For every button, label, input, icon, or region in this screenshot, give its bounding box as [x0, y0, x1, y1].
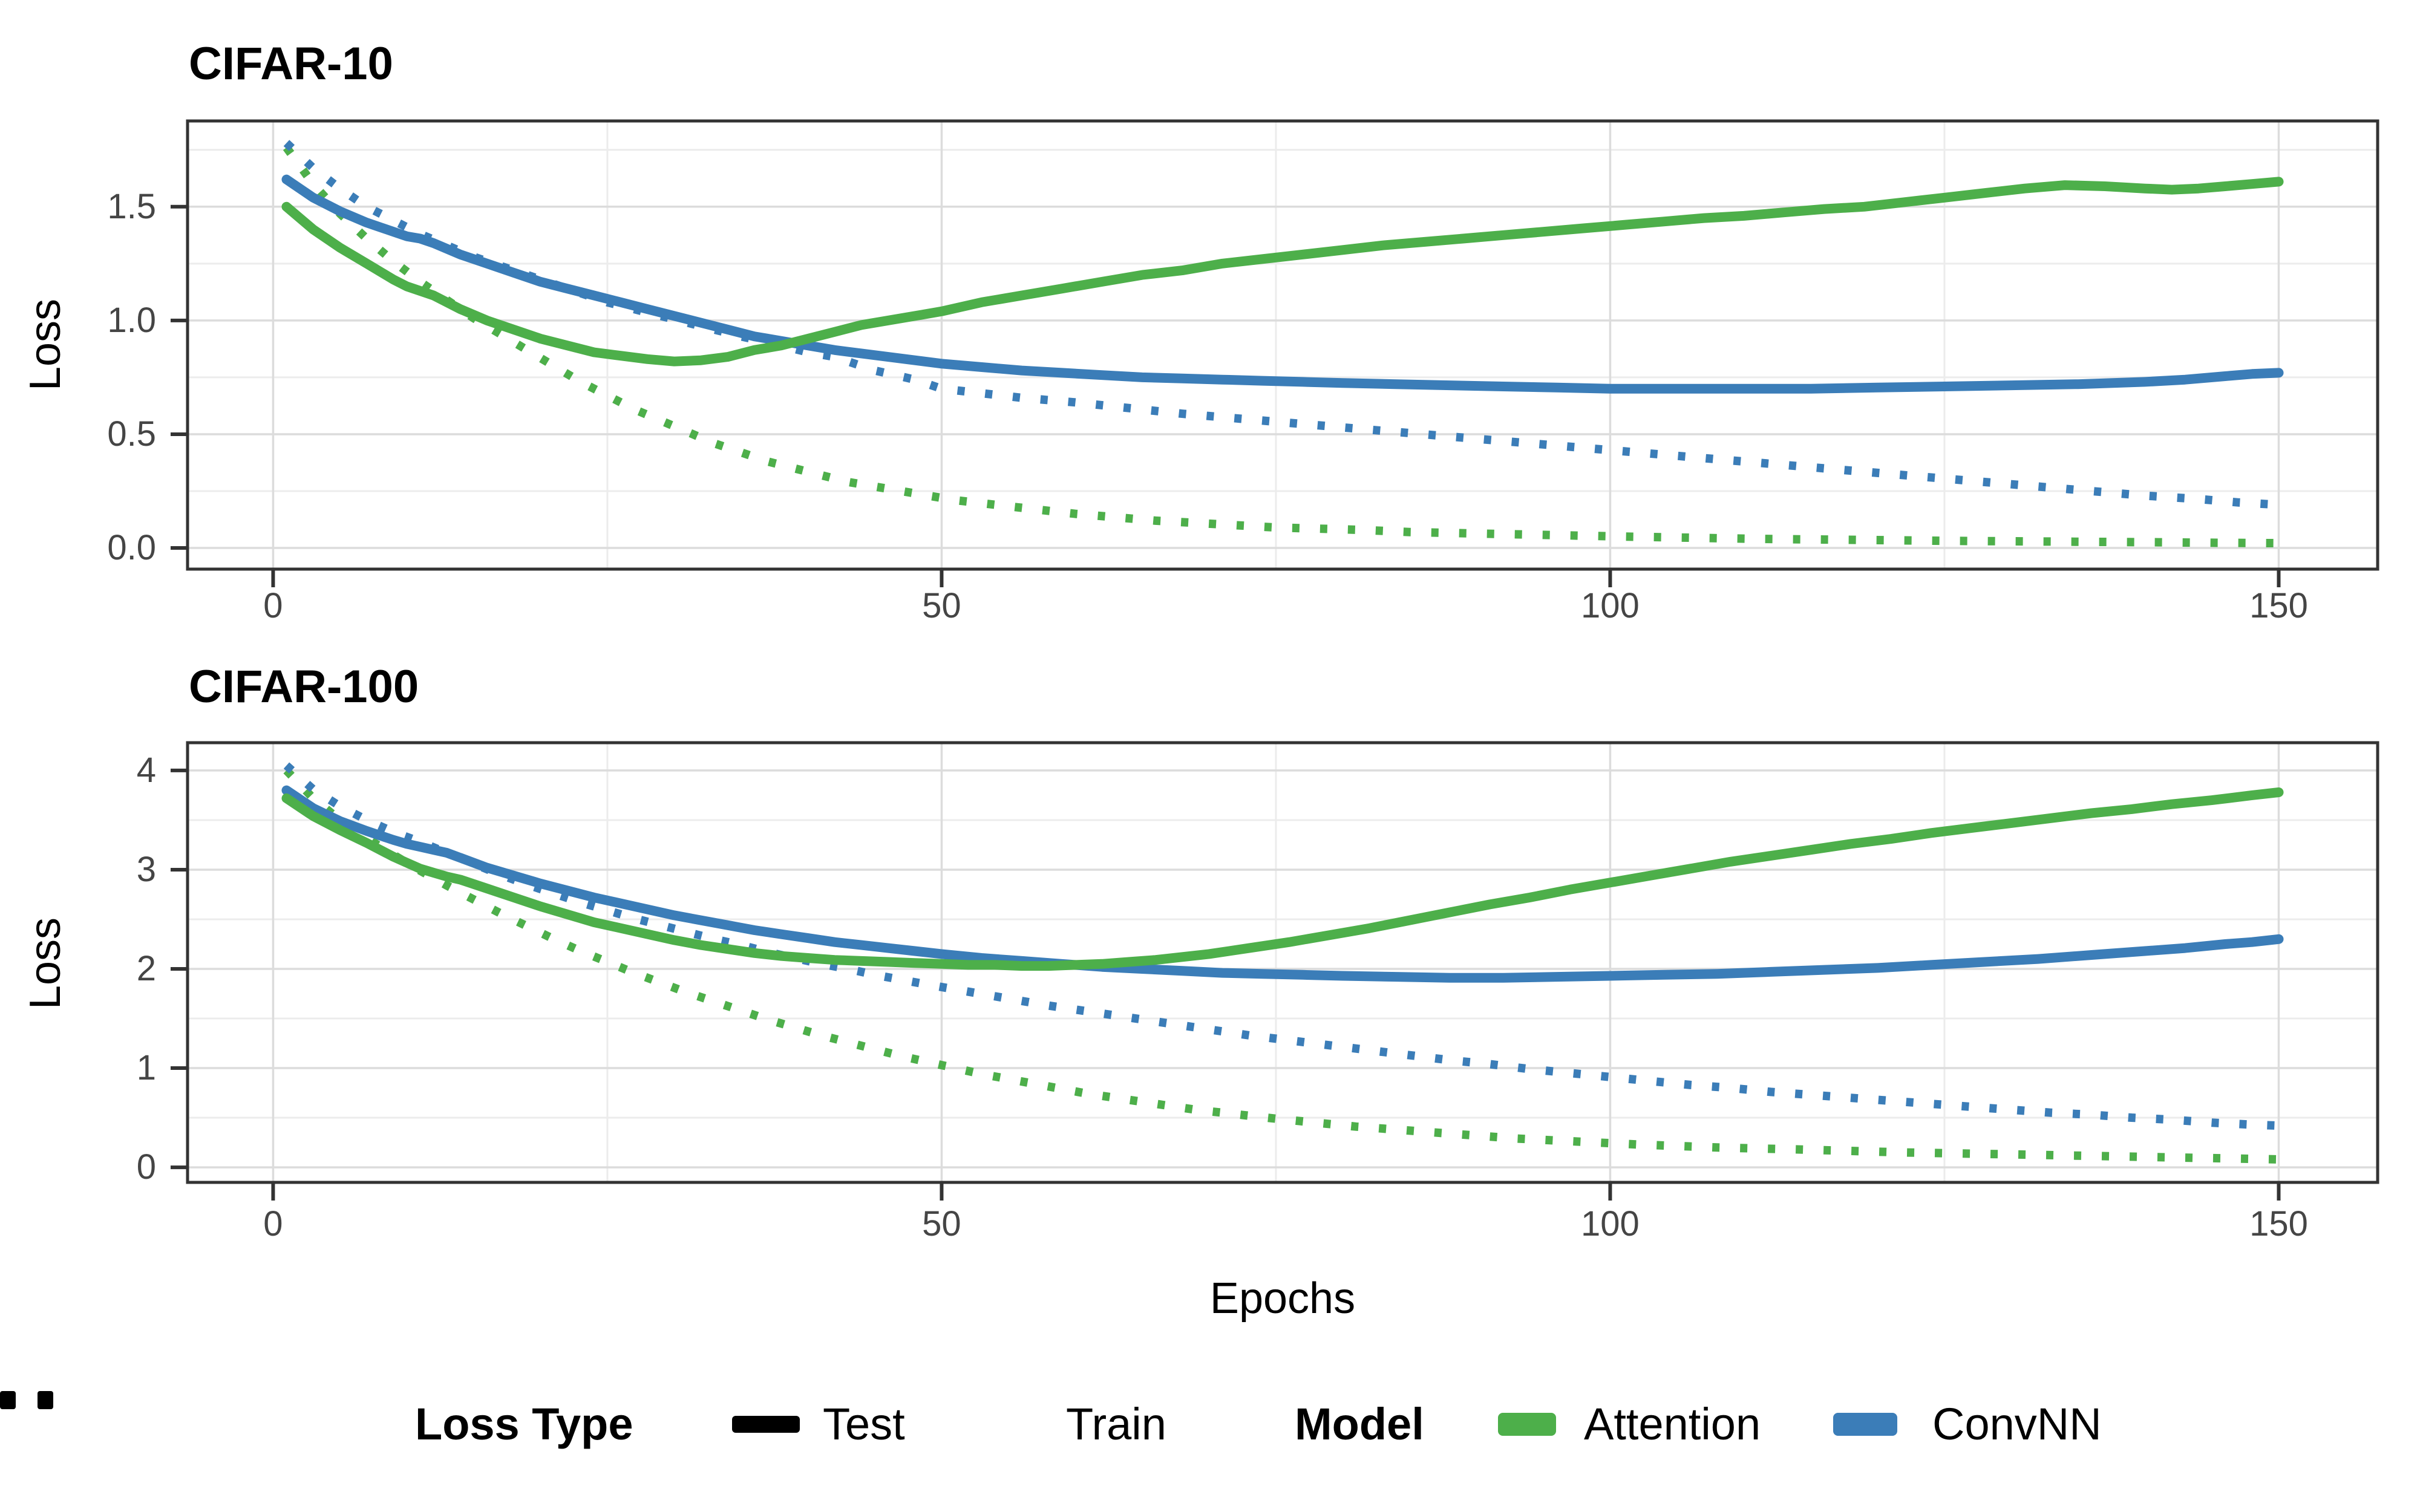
legend-entry-test: Test — [823, 1399, 905, 1449]
x-tick-label-50: 50 — [922, 1204, 961, 1243]
y-tick-label-0.0: 0.0 — [107, 528, 156, 568]
legend: Loss Type Test Train Model Attention Con… — [0, 1391, 2420, 1458]
series-convnn-test — [281, 785, 2284, 983]
y-tick-label-2: 2 — [136, 948, 156, 988]
legend-dot-icon — [0, 1391, 16, 1409]
legend-key-convnn-color-icon — [1833, 1413, 1897, 1436]
x-tick-label-100: 100 — [1581, 1204, 1640, 1243]
panel-border — [186, 741, 2379, 1184]
legend-entry-train: Train — [1066, 1399, 1166, 1449]
y-tick-label-0: 0 — [136, 1147, 156, 1187]
y-tick-label-1.5: 1.5 — [107, 186, 156, 226]
x-tick-label-100: 100 — [1581, 586, 1640, 625]
series-attention-test — [281, 177, 2284, 367]
x-tick-label-0: 0 — [263, 1204, 283, 1243]
x-tick-label-0: 0 — [263, 586, 283, 625]
y-tick-label-3: 3 — [136, 849, 156, 889]
y-tick-label-0.5: 0.5 — [107, 414, 156, 454]
x-tick-label-50: 50 — [922, 586, 961, 625]
x-tick-label-150: 150 — [2249, 586, 2308, 625]
legend-key-solid-line-icon — [732, 1416, 800, 1433]
legend-title-model: Model — [1295, 1399, 1424, 1449]
facet-title-cifar10: CIFAR-10 — [189, 38, 393, 90]
x-tick-label-150: 150 — [2249, 1204, 2308, 1243]
facet-title-cifar100: CIFAR-100 — [189, 661, 419, 712]
series-attention-train — [283, 767, 2279, 1164]
y-tick-label-1: 1 — [136, 1048, 156, 1088]
legend-title-loss-type: Loss Type — [415, 1399, 633, 1449]
legend-dot-icon — [38, 1391, 53, 1409]
series-convnn-test — [281, 174, 2284, 394]
y-tick-label-4: 4 — [136, 750, 156, 790]
legend-entry-attention: Attention — [1584, 1399, 1761, 1449]
legend-key-attention-color-icon — [1498, 1413, 1556, 1436]
legend-entry-convnn: ConvNN — [1932, 1399, 2102, 1449]
x-axis-title-epochs: Epochs — [1209, 1274, 1356, 1323]
y-tick-label-1.0: 1.0 — [107, 300, 156, 340]
series-attention-test — [281, 787, 2284, 971]
panel-border — [186, 119, 2379, 571]
